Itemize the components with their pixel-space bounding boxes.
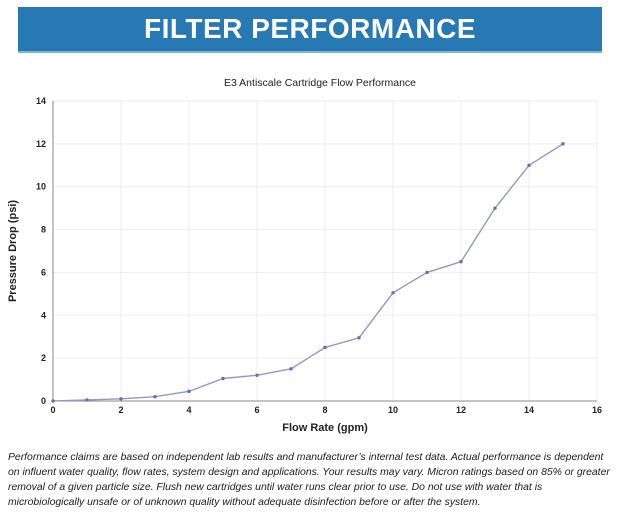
data-point-marker (357, 336, 361, 340)
y-tick-label: 0 (41, 396, 46, 406)
x-tick-label: 10 (388, 405, 398, 415)
y-tick-label: 14 (36, 96, 46, 106)
y-tick-label: 4 (41, 310, 46, 320)
x-tick-label: 8 (322, 405, 327, 415)
data-point-marker (527, 163, 531, 167)
data-point-marker (425, 270, 429, 275)
x-tick-label: 16 (592, 405, 602, 415)
x-axis-title: Flow Rate (gpm) (282, 422, 368, 434)
data-point-marker (323, 345, 327, 350)
data-point-marker (221, 376, 225, 381)
data-point-marker (255, 373, 259, 377)
chart-title: E3 Antiscale Cartridge Flow Performance (224, 77, 416, 89)
disclaimer-text: Performance claims are based on independ… (8, 452, 610, 508)
y-tick-label: 12 (36, 139, 46, 149)
data-point-marker (153, 395, 157, 399)
data-point-marker (493, 206, 497, 210)
data-point-marker (187, 389, 191, 394)
data-point-marker (85, 398, 89, 402)
x-tick-label: 2 (118, 405, 123, 415)
x-tick-label: 0 (50, 405, 55, 415)
y-tick-label: 6 (41, 267, 46, 277)
data-point-marker (51, 399, 55, 403)
x-tick-label: 6 (254, 405, 259, 415)
y-tick-label: 2 (41, 353, 46, 363)
data-point-marker (119, 397, 123, 401)
header-banner: FILTER PERFORMANCE (18, 7, 602, 53)
chart-plot-area: 0 2 4 6 8 10 12 14 16 0 2 4 6 8 10 12 14 (36, 96, 602, 415)
x-tick-label: 4 (186, 405, 191, 415)
data-point-marker (289, 367, 293, 371)
data-point-marker (391, 291, 395, 295)
data-point-marker (561, 142, 565, 146)
x-tick-label: 14 (524, 405, 534, 415)
data-point-marker (459, 260, 463, 264)
page-title: FILTER PERFORMANCE (143, 13, 477, 44)
pressure-drop-line (52, 143, 564, 402)
y-tick-label: 10 (36, 182, 46, 192)
y-tick-label: 8 (41, 225, 46, 235)
x-tick-label: 12 (456, 405, 466, 415)
